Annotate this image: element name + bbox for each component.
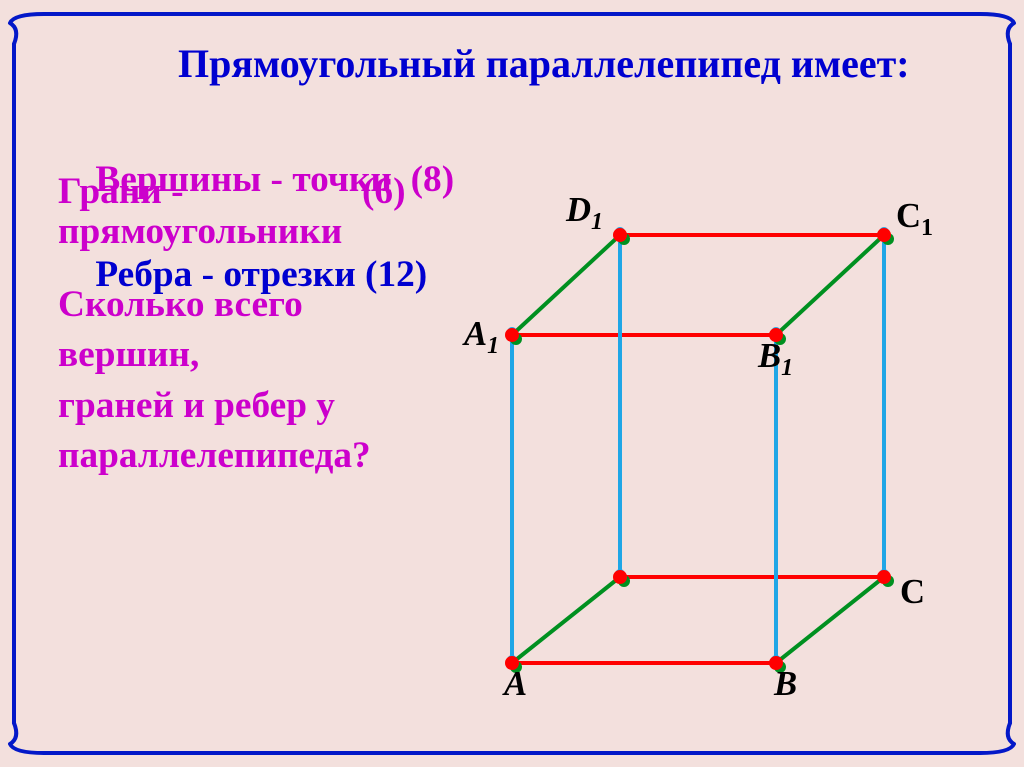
parallelepiped-diagram: A B C A1 B1 C1 D1: [430, 185, 990, 705]
svg-text:D1: D1: [565, 191, 603, 235]
faces-line-1: Грани -: [58, 170, 184, 213]
svg-text:C: C: [900, 573, 925, 611]
faces-count: (6): [362, 170, 406, 213]
slide-title: Прямоугольный параллелепипед имеет:: [178, 40, 910, 87]
svg-text:A1: A1: [462, 315, 499, 359]
svg-text:A: A: [502, 665, 527, 703]
question-text: Сколько всего вершин, граней и ребер у п…: [58, 280, 371, 482]
svg-text:B: B: [773, 665, 797, 703]
slide: Прямоугольный параллелепипед имеет: Верш…: [0, 0, 1024, 767]
svg-text:C1: C1: [896, 197, 933, 241]
svg-text:B1: B1: [757, 337, 793, 381]
